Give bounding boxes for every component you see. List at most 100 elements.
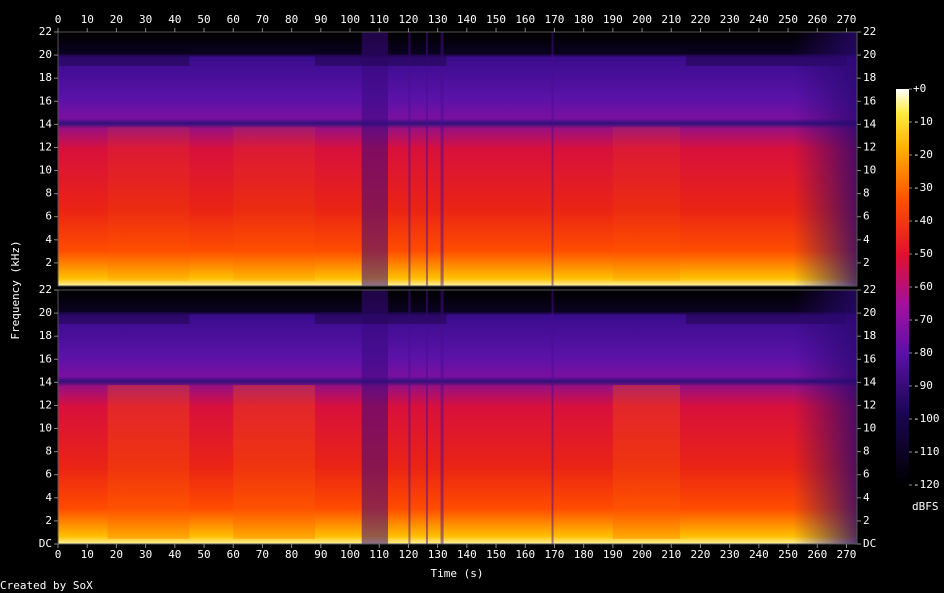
plot-frame bbox=[57, 289, 858, 545]
x-tick-label: 200 bbox=[632, 13, 652, 26]
x-tick-label: 0 bbox=[55, 13, 62, 26]
y-tick-label: 16 bbox=[39, 94, 52, 107]
x-tick-label: 100 bbox=[340, 13, 360, 26]
y-tick-label: 10 bbox=[863, 422, 876, 435]
y-tick-label: 10 bbox=[39, 422, 52, 435]
footer: Created by SoX bbox=[0, 579, 93, 592]
y-tick-label: 22 bbox=[863, 283, 876, 296]
x-tick-label: 150 bbox=[486, 548, 506, 561]
y-tick-label: 2 bbox=[863, 514, 870, 527]
x-tick-label: 10 bbox=[81, 13, 94, 26]
y-tick-label: 6 bbox=[863, 468, 870, 481]
y-tick-label: 4 bbox=[863, 491, 870, 504]
colorbar-tick-label: -100 bbox=[913, 412, 940, 425]
x-tick-label: 70 bbox=[256, 548, 269, 561]
x-tick-label: 150 bbox=[486, 13, 506, 26]
x-tick-label: 250 bbox=[778, 548, 798, 561]
colorbar-tick-label: -30 bbox=[913, 181, 933, 194]
x-tick-label: 270 bbox=[837, 13, 857, 26]
spectrogram-fade bbox=[58, 290, 857, 544]
x-tick-label: 20 bbox=[110, 13, 123, 26]
x-tick-label: 10 bbox=[81, 548, 94, 561]
y-tick-label: 14 bbox=[863, 117, 877, 130]
x-tick-label: 50 bbox=[197, 13, 210, 26]
y-tick-label: 8 bbox=[45, 445, 52, 458]
x-tick-label: 30 bbox=[139, 548, 152, 561]
y-tick-label: 10 bbox=[39, 164, 52, 177]
y-tick-label: 14 bbox=[39, 375, 53, 388]
y-tick-label: 12 bbox=[863, 140, 876, 153]
y-tick-label: 20 bbox=[863, 48, 876, 61]
x-tick-label: 120 bbox=[399, 548, 419, 561]
x-tick-label: 110 bbox=[369, 548, 389, 561]
y-tick-label: 22 bbox=[39, 25, 52, 38]
x-tick-label: 230 bbox=[720, 548, 740, 561]
x-tick-label: 130 bbox=[428, 548, 448, 561]
x-tick-label: 220 bbox=[691, 13, 711, 26]
y-tick-label: 8 bbox=[863, 187, 870, 200]
y-tick-label: 18 bbox=[39, 329, 52, 342]
x-tick-label: 40 bbox=[168, 13, 181, 26]
y-tick-label: 4 bbox=[45, 491, 52, 504]
x-tick-label: 240 bbox=[749, 13, 769, 26]
y-tick-label: 22 bbox=[39, 283, 52, 296]
y-tick-label: 18 bbox=[39, 71, 52, 84]
x-tick-label: 0 bbox=[55, 548, 62, 561]
y-tick-label: 14 bbox=[863, 375, 877, 388]
y-tick-label: 22 bbox=[863, 25, 876, 38]
y-tick-label: 2 bbox=[45, 256, 52, 269]
x-tick-label: 200 bbox=[632, 548, 652, 561]
colorbar-tick-label: -110 bbox=[913, 445, 940, 458]
spectrogram-fade bbox=[58, 32, 857, 286]
y-tick-label: DC bbox=[39, 537, 52, 550]
y-tick-label: 18 bbox=[863, 329, 876, 342]
y-tick-label: 2 bbox=[45, 514, 52, 527]
y-tick-label: 12 bbox=[863, 398, 876, 411]
y-tick-label: 20 bbox=[39, 48, 52, 61]
x-tick-label: 110 bbox=[369, 13, 389, 26]
x-tick-label: 270 bbox=[837, 548, 857, 561]
x-tick-label: 190 bbox=[603, 13, 623, 26]
x-tick-label: 160 bbox=[515, 13, 535, 26]
colorbar-tick-label: -80 bbox=[913, 346, 933, 359]
x-tick-label: 260 bbox=[807, 548, 827, 561]
y-tick-label: 6 bbox=[45, 210, 52, 223]
x-tick-label: 130 bbox=[428, 13, 448, 26]
x-tick-label: 40 bbox=[168, 548, 181, 561]
x-tick-label: 170 bbox=[545, 13, 565, 26]
x-tick-label: 60 bbox=[227, 13, 240, 26]
colorbar-tick-label: -60 bbox=[913, 280, 933, 293]
x-tick-label: 180 bbox=[574, 548, 594, 561]
y-tick-label: 14 bbox=[39, 117, 53, 130]
x-tick-label: 220 bbox=[691, 548, 711, 561]
y-tick-label: 16 bbox=[39, 352, 52, 365]
colorbar-tick-label: +0 bbox=[913, 82, 926, 95]
y-tick-label: 6 bbox=[45, 468, 52, 481]
x-tick-label: 210 bbox=[661, 13, 681, 26]
x-tick-label: 100 bbox=[340, 548, 360, 561]
x-tick-label: 170 bbox=[545, 548, 565, 561]
colorbar-tick-label: -90 bbox=[913, 379, 933, 392]
colorbar-tick-label: -20 bbox=[913, 148, 933, 161]
y-tick-label: 20 bbox=[39, 306, 52, 319]
x-tick-label: 120 bbox=[399, 13, 419, 26]
y-tick-label: 6 bbox=[863, 210, 870, 223]
y-tick-label: 16 bbox=[863, 94, 876, 107]
y-tick-label: 20 bbox=[863, 306, 876, 319]
colorbar-tick-label: -70 bbox=[913, 313, 933, 326]
colorbar-tick-label: -120 bbox=[913, 478, 940, 491]
x-tick-label: 180 bbox=[574, 13, 594, 26]
y-tick-label: 4 bbox=[863, 233, 870, 246]
x-tick-label: 90 bbox=[314, 548, 327, 561]
y-tick-label: 10 bbox=[863, 164, 876, 177]
y-tick-label: 8 bbox=[863, 445, 870, 458]
x-tick-label: 160 bbox=[515, 548, 535, 561]
y-axis-label: Frequency (kHz) bbox=[9, 240, 22, 339]
x-tick-label: 140 bbox=[457, 548, 477, 561]
x-tick-label: 260 bbox=[807, 13, 827, 26]
y-tick-label: 18 bbox=[863, 71, 876, 84]
x-tick-label: 140 bbox=[457, 13, 477, 26]
y-tick-label: 2 bbox=[863, 256, 870, 269]
y-tick-label: DC bbox=[863, 537, 876, 550]
x-tick-label: 230 bbox=[720, 13, 740, 26]
